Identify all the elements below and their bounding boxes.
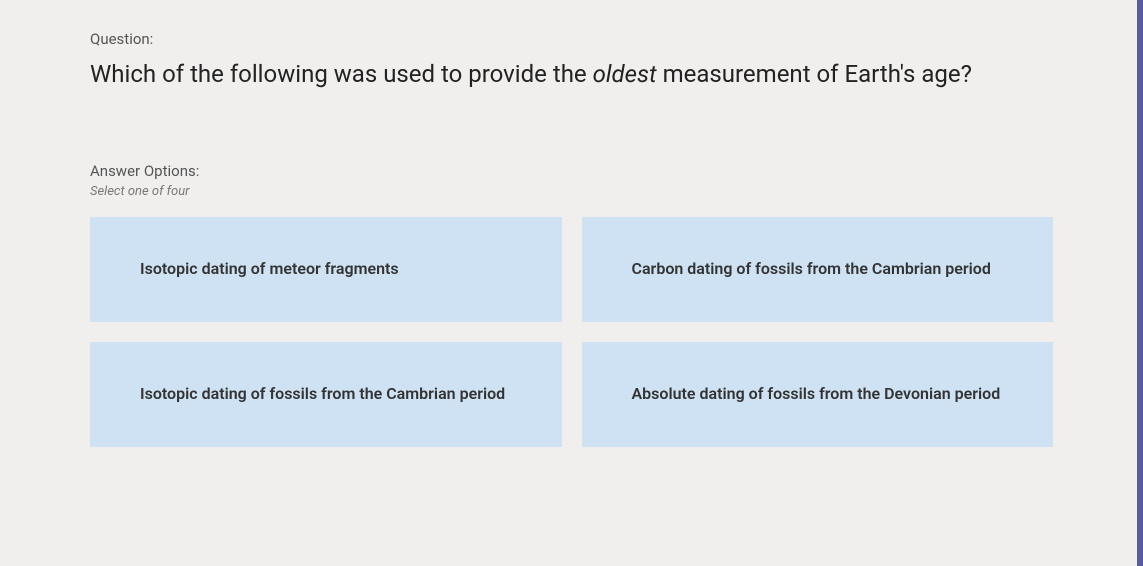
answer-option-1-text: Isotopic dating of meteor fragments xyxy=(140,257,399,281)
answer-option-4-text: Absolute dating of fossils from the Devo… xyxy=(632,382,1001,406)
answer-options-hint: Select one of four xyxy=(90,184,1053,199)
question-text-pre: Which of the following was used to provi… xyxy=(90,60,593,88)
answer-option-2-text: Carbon dating of fossils from the Cambri… xyxy=(632,257,991,281)
answer-option-2[interactable]: Carbon dating of fossils from the Cambri… xyxy=(582,217,1054,322)
question-text-emph: oldest xyxy=(593,60,657,88)
answer-option-1[interactable]: Isotopic dating of meteor fragments xyxy=(90,217,562,322)
question-text: Which of the following was used to provi… xyxy=(90,58,1053,92)
window-right-edge xyxy=(1137,0,1143,566)
answer-option-3[interactable]: Isotopic dating of fossils from the Camb… xyxy=(90,342,562,447)
answer-options-grid: Isotopic dating of meteor fragments Carb… xyxy=(90,217,1053,447)
question-text-post: measurement of Earth's age? xyxy=(657,60,972,88)
answer-option-4[interactable]: Absolute dating of fossils from the Devo… xyxy=(582,342,1054,447)
answer-option-3-text: Isotopic dating of fossils from the Camb… xyxy=(140,382,505,406)
answer-options-label: Answer Options: xyxy=(90,162,1053,180)
question-label: Question: xyxy=(90,30,1053,48)
